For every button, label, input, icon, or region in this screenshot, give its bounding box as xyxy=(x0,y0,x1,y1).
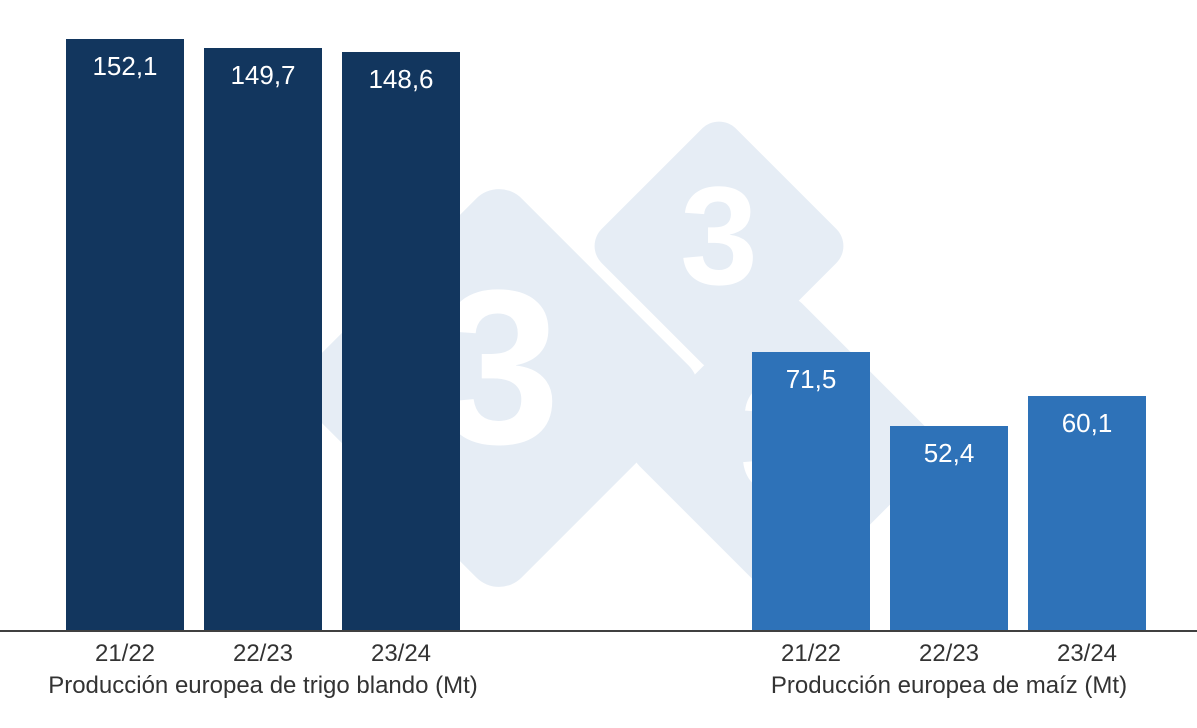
category-label: 22/23 xyxy=(204,640,322,668)
bar: 148,6 xyxy=(342,52,460,630)
bar: 60,1 xyxy=(1028,396,1146,630)
category-label: 21/22 xyxy=(66,640,184,668)
category-label: 23/24 xyxy=(1028,640,1146,668)
bar-group-trigo: 152,1 149,7 148,6 xyxy=(66,39,460,630)
svg-text:3: 3 xyxy=(680,157,758,314)
category-label: 21/22 xyxy=(752,640,870,668)
group-title-trigo: Producción europea de trigo blando (Mt) xyxy=(0,672,543,700)
bar: 52,4 xyxy=(890,426,1008,630)
bar-value-label: 152,1 xyxy=(92,51,157,82)
bar: 152,1 xyxy=(66,39,184,630)
category-labels-maiz: 21/22 22/23 23/24 xyxy=(752,640,1146,668)
x-axis-baseline xyxy=(0,630,1197,632)
bar-value-label: 148,6 xyxy=(368,64,433,95)
bar-group-maiz: 71,5 52,4 60,1 xyxy=(752,352,1146,630)
bar: 149,7 xyxy=(204,48,322,630)
bar-value-label: 60,1 xyxy=(1062,408,1113,439)
group-title-maiz: Producción europea de maíz (Mt) xyxy=(669,672,1197,700)
chart-container: 3 3 3 152,1149,7148,621/2222/2323/24Prod… xyxy=(0,0,1197,728)
category-labels-trigo: 21/22 22/23 23/24 xyxy=(66,640,460,668)
bar: 71,5 xyxy=(752,352,870,630)
bar-value-label: 71,5 xyxy=(786,364,837,395)
category-label: 22/23 xyxy=(890,640,1008,668)
bar-value-label: 149,7 xyxy=(230,60,295,91)
category-label: 23/24 xyxy=(342,640,460,668)
bar-value-label: 52,4 xyxy=(924,438,975,469)
